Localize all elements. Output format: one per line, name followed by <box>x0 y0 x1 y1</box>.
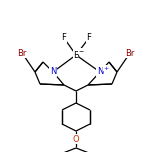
Text: F: F <box>62 33 66 43</box>
Text: N: N <box>50 67 56 76</box>
Text: N: N <box>97 67 103 76</box>
Text: B: B <box>73 50 79 59</box>
Text: Br: Br <box>125 48 135 57</box>
Text: Br: Br <box>17 48 27 57</box>
Text: O: O <box>73 135 79 143</box>
Text: F: F <box>86 33 92 43</box>
Text: +: + <box>103 66 108 71</box>
Text: −: − <box>78 48 84 54</box>
